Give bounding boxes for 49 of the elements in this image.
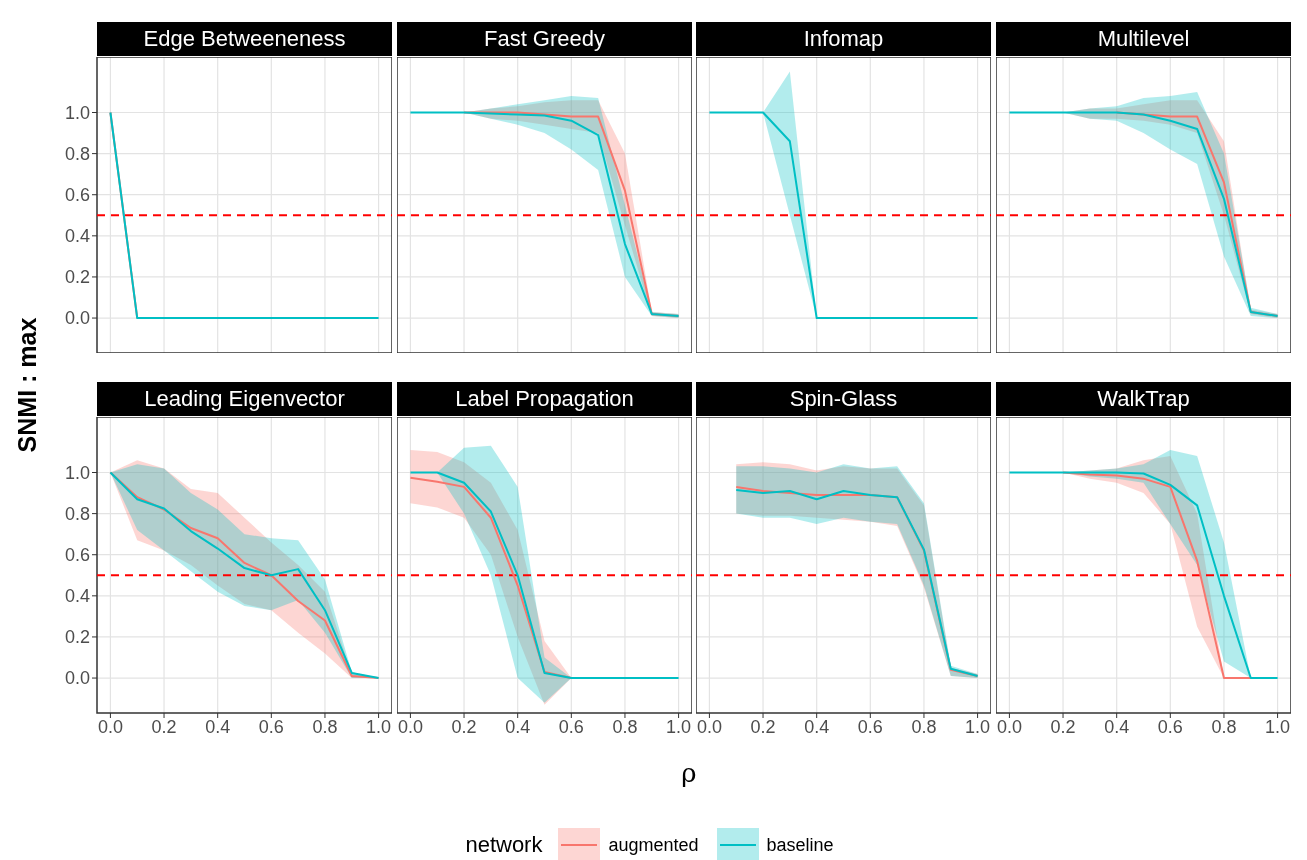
x-tick-label: 0.6 xyxy=(258,716,284,737)
x-tick-label: 1.0 xyxy=(965,716,991,737)
y-tick-label: 0.4 xyxy=(64,586,90,607)
legend-title: network xyxy=(465,832,543,858)
x-tick-label: 0.6 xyxy=(857,716,883,737)
y-tick-label: 0.6 xyxy=(64,545,90,566)
x-tick-label: 0.8 xyxy=(612,716,638,737)
x-tick-label: 0.0 xyxy=(97,716,123,737)
y-tick-label: 0.0 xyxy=(64,308,90,329)
legend-label: augmented xyxy=(608,834,699,856)
legend-label: baseline xyxy=(766,834,834,856)
chart-title: Leading Eigenvector xyxy=(97,382,392,416)
x-tick-label: 0.2 xyxy=(750,716,776,737)
x-axis-title: ρ xyxy=(681,758,697,788)
x-tick-label: 1.0 xyxy=(666,716,692,737)
y-tick-label: 0.2 xyxy=(64,627,90,648)
x-tick-label: 0.8 xyxy=(911,716,937,737)
x-tick-label: 0.8 xyxy=(1211,716,1237,737)
chart-title: Fast Greedy xyxy=(397,22,692,56)
x-tick-label: 0.4 xyxy=(804,716,830,737)
y-tick-label: 0.8 xyxy=(64,144,90,164)
chart-title: WalkTrap xyxy=(996,382,1291,416)
x-tick-label: 0.0 xyxy=(696,716,722,737)
x-tick-label: 0.6 xyxy=(1157,716,1183,737)
x-tick-label: 1.0 xyxy=(366,716,392,737)
chart-title: Edge Betweeneness xyxy=(97,22,392,56)
chart-title: Label Propagation xyxy=(397,382,692,416)
y-tick-label: 0.2 xyxy=(64,267,90,288)
x-tick-label: 0.0 xyxy=(397,716,423,737)
y-axis-title: SNMI : max xyxy=(12,317,42,453)
x-tick-label: 0.6 xyxy=(558,716,584,737)
x-tick-label: 0.2 xyxy=(151,716,177,737)
x-tick-label: 1.0 xyxy=(1265,716,1291,737)
x-tick-label: 0.4 xyxy=(1104,716,1130,737)
chart-title: Spin-Glass xyxy=(696,382,991,416)
x-tick-label: 0.8 xyxy=(312,716,338,737)
y-tick-label: 1.0 xyxy=(64,462,90,483)
y-tick-label: 0.0 xyxy=(64,668,90,689)
x-tick-label: 0.4 xyxy=(205,716,231,737)
y-tick-label: 0.6 xyxy=(64,185,90,206)
y-tick-label: 1.0 xyxy=(64,102,90,123)
chart-title: Multilevel xyxy=(996,22,1291,56)
y-tick-label: 0.4 xyxy=(64,226,90,247)
x-tick-label: 0.2 xyxy=(451,716,477,737)
y-tick-label: 0.8 xyxy=(64,504,90,524)
x-tick-label: 0.2 xyxy=(1050,716,1076,737)
chart-title: Infomap xyxy=(696,22,991,56)
x-tick-label: 0.0 xyxy=(996,716,1022,737)
x-tick-label: 0.4 xyxy=(505,716,531,737)
